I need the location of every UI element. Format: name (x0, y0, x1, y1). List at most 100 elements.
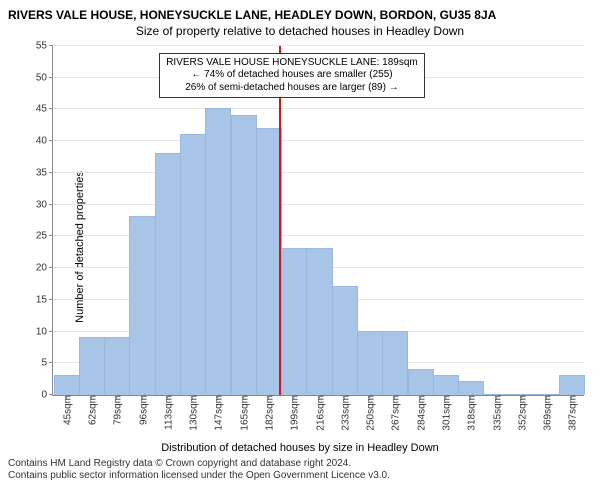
x-tick-mark (344, 395, 345, 399)
y-tick-mark (49, 394, 53, 395)
x-tick-label: 45sqm (58, 395, 73, 425)
x-tick-label: 62sqm (83, 395, 98, 425)
y-tick-mark (49, 140, 53, 141)
y-tick-label: 20 (36, 263, 53, 274)
x-tick-mark (293, 395, 294, 399)
x-tick-mark (167, 395, 168, 399)
x-tick-label: 165sqm (235, 395, 250, 431)
histogram-bar (104, 337, 130, 395)
x-tick-label: 352sqm (513, 395, 528, 431)
x-tick-label: 182sqm (260, 395, 275, 431)
y-tick-mark (49, 45, 53, 46)
x-tick-mark (470, 395, 471, 399)
x-axis-label: Distribution of detached houses by size … (8, 442, 592, 454)
x-tick-mark (394, 395, 395, 399)
histogram-bar (433, 375, 459, 395)
x-tick-label: 335sqm (488, 395, 503, 431)
x-tick-mark (546, 395, 547, 399)
histogram-bar (332, 286, 358, 395)
y-tick-mark (49, 331, 53, 332)
grid-line (53, 204, 584, 205)
x-tick-mark (420, 395, 421, 399)
grid-line (53, 172, 584, 173)
histogram-bar (357, 331, 383, 395)
x-tick-mark (369, 395, 370, 399)
x-tick-mark (66, 395, 67, 399)
y-tick-label: 5 (41, 358, 53, 369)
histogram-bar (79, 337, 105, 395)
histogram-bar (559, 375, 585, 395)
x-tick-label: 267sqm (387, 395, 402, 431)
x-tick-mark (319, 395, 320, 399)
y-tick-label: 40 (36, 136, 53, 147)
y-tick-label: 50 (36, 72, 53, 83)
x-tick-label: 233sqm (336, 395, 351, 431)
page-title-1: RIVERS VALE HOUSE, HONEYSUCKLE LANE, HEA… (8, 8, 592, 22)
annotation-box: RIVERS VALE HOUSE HONEYSUCKLE LANE: 189s… (159, 53, 425, 99)
y-tick-mark (49, 77, 53, 78)
grid-line (53, 45, 584, 46)
histogram-bar (231, 115, 257, 395)
y-tick-label: 25 (36, 231, 53, 242)
x-tick-mark (91, 395, 92, 399)
footer-line-2: Contains public sector information licen… (8, 470, 592, 482)
x-tick-mark (445, 395, 446, 399)
y-tick-mark (49, 267, 53, 268)
grid-line (53, 108, 584, 109)
x-tick-label: 301sqm (437, 395, 452, 431)
x-tick-mark (116, 395, 117, 399)
x-tick-mark (243, 395, 244, 399)
x-tick-label: 387sqm (564, 395, 579, 431)
x-tick-mark (571, 395, 572, 399)
plot-area: 051015202530354045505545sqm62sqm79sqm96s… (52, 46, 584, 396)
y-tick-label: 35 (36, 167, 53, 178)
histogram-bar (458, 381, 484, 395)
x-tick-mark (521, 395, 522, 399)
x-tick-label: 96sqm (134, 395, 149, 425)
y-tick-label: 0 (41, 390, 53, 401)
histogram-bar (306, 248, 332, 395)
x-tick-mark (192, 395, 193, 399)
histogram-bar (129, 216, 155, 395)
x-tick-label: 369sqm (539, 395, 554, 431)
x-tick-label: 284sqm (412, 395, 427, 431)
histogram-bar (281, 248, 307, 395)
x-tick-label: 250sqm (362, 395, 377, 431)
y-tick-mark (49, 235, 53, 236)
y-tick-label: 30 (36, 199, 53, 210)
y-tick-mark (49, 204, 53, 205)
x-tick-label: 113sqm (159, 395, 174, 430)
annotation-line: ← 74% of detached houses are smaller (25… (166, 69, 418, 82)
x-tick-label: 130sqm (185, 395, 200, 431)
y-tick-label: 15 (36, 294, 53, 305)
histogram-chart: Number of detached properties 0510152025… (8, 42, 592, 452)
y-tick-mark (49, 299, 53, 300)
page-title-2: Size of property relative to detached ho… (8, 24, 592, 38)
x-tick-mark (217, 395, 218, 399)
x-tick-mark (142, 395, 143, 399)
y-tick-label: 45 (36, 104, 53, 115)
histogram-bar (205, 108, 231, 395)
histogram-bar (155, 153, 181, 395)
annotation-line: RIVERS VALE HOUSE HONEYSUCKLE LANE: 189s… (166, 57, 418, 70)
x-tick-label: 318sqm (463, 395, 478, 431)
histogram-bar (180, 134, 206, 395)
x-tick-label: 79sqm (109, 395, 124, 425)
x-tick-mark (496, 395, 497, 399)
y-tick-mark (49, 362, 53, 363)
y-tick-label: 55 (36, 41, 53, 52)
y-tick-mark (49, 172, 53, 173)
y-tick-mark (49, 108, 53, 109)
footer: Contains HM Land Registry data © Crown c… (8, 458, 592, 482)
footer-line-1: Contains HM Land Registry data © Crown c… (8, 458, 592, 470)
x-tick-label: 216sqm (311, 395, 326, 431)
histogram-bar (408, 369, 434, 395)
x-tick-label: 199sqm (286, 395, 301, 431)
x-tick-mark (268, 395, 269, 399)
annotation-line: 26% of semi-detached houses are larger (… (166, 82, 418, 95)
grid-line (53, 140, 584, 141)
histogram-bar (54, 375, 80, 395)
x-tick-label: 147sqm (210, 395, 225, 431)
histogram-bar (382, 331, 408, 395)
y-tick-label: 10 (36, 326, 53, 337)
